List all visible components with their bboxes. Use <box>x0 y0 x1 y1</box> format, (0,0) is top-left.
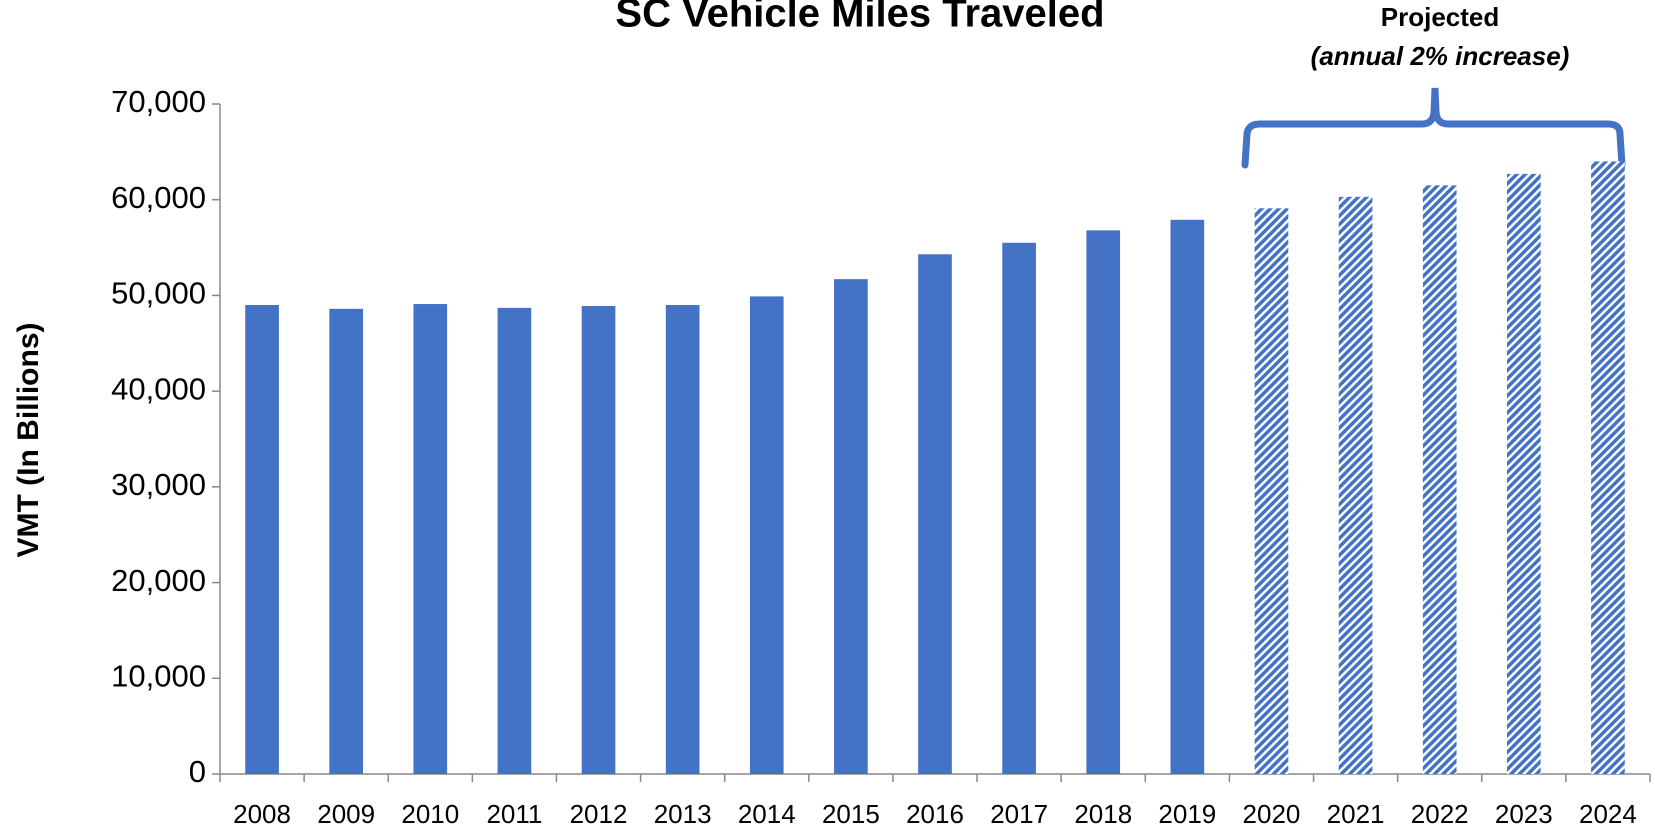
bar <box>918 254 952 774</box>
x-tick-label: 2017 <box>990 799 1048 829</box>
bar <box>581 305 616 774</box>
bar <box>665 305 700 774</box>
bar <box>834 279 868 774</box>
y-tick-label: 10,000 <box>111 658 206 693</box>
bar <box>749 296 784 774</box>
y-tick-label: 70,000 <box>111 84 206 119</box>
x-tick-label: 2013 <box>654 799 712 829</box>
y-tick-label: 30,000 <box>111 467 206 502</box>
y-axis-label: VMT (In Billions) <box>12 323 45 558</box>
bar <box>329 308 363 774</box>
x-tick-label: 2024 <box>1579 799 1637 829</box>
x-tick-label: 2018 <box>1074 799 1132 829</box>
bar <box>1170 219 1205 775</box>
y-tick-label: 0 <box>189 754 206 789</box>
x-tick-label: 2014 <box>738 799 796 829</box>
x-tick-label: 2019 <box>1158 799 1216 829</box>
bar <box>497 307 532 774</box>
x-tick-label: 2021 <box>1327 799 1385 829</box>
x-tick-label: 2011 <box>486 799 542 829</box>
x-tick-label: 2008 <box>233 799 291 829</box>
annotation: Projected <box>1381 2 1500 32</box>
x-tick-label: 2009 <box>317 799 375 829</box>
bar <box>1086 230 1121 775</box>
bar <box>1338 196 1373 775</box>
x-tick-label: 2012 <box>570 799 628 829</box>
bar <box>1002 242 1036 775</box>
y-tick-label: 20,000 <box>111 563 206 598</box>
chart-title: SC Vehicle Miles Traveled <box>615 0 1104 36</box>
x-tick-label: 2015 <box>822 799 880 829</box>
y-tick-label: 50,000 <box>111 276 206 311</box>
x-tick-label: 2023 <box>1495 799 1553 829</box>
bar <box>1254 208 1289 775</box>
bar <box>413 304 448 774</box>
bar <box>1591 161 1625 774</box>
projection-bracket <box>1241 87 1626 169</box>
y-tick-label: 60,000 <box>111 180 206 215</box>
x-tick-label: 2010 <box>401 799 459 829</box>
x-tick-label: 2022 <box>1411 799 1469 829</box>
x-tick-label: 2016 <box>906 799 964 829</box>
bar <box>1422 185 1457 774</box>
x-tick-label: 2020 <box>1243 799 1301 829</box>
bar <box>1507 173 1541 774</box>
annotation-note: (annual 2% increase) <box>1311 41 1570 71</box>
bar <box>245 305 279 774</box>
y-tick-label: 40,000 <box>111 371 206 406</box>
